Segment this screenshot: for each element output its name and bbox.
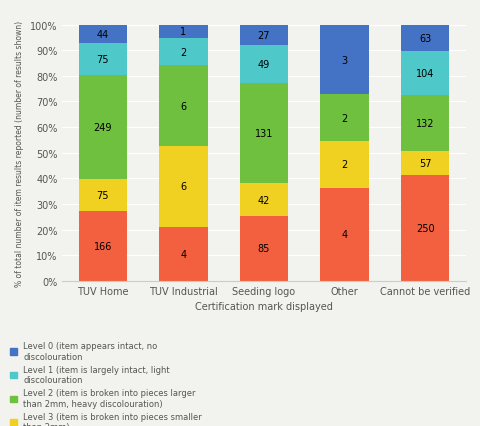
Bar (79, 211, 127, 281)
Text: 42: 42 (258, 195, 270, 205)
Text: 6: 6 (180, 101, 186, 111)
Text: 63: 63 (419, 34, 432, 44)
Text: 49: 49 (258, 60, 270, 70)
Bar (401, 176, 449, 281)
Text: 2: 2 (341, 113, 348, 124)
Legend: Level 0 (item appears intact, no
discolouration, Level 1 (item is largely intact: Level 0 (item appears intact, no discolo… (10, 342, 203, 426)
Bar (159, 227, 207, 281)
Text: 3: 3 (342, 55, 348, 66)
Text: 132: 132 (416, 119, 434, 129)
Text: 44: 44 (96, 30, 109, 40)
Text: 166: 166 (94, 242, 112, 251)
Bar (240, 184, 288, 216)
Text: 85: 85 (258, 244, 270, 253)
Bar (321, 188, 369, 281)
Bar (79, 180, 127, 211)
Text: 4: 4 (180, 249, 186, 259)
Text: 75: 75 (96, 55, 109, 65)
Bar (401, 26, 449, 52)
X-axis label: Certification mark displayed: Certification mark displayed (195, 302, 333, 311)
Text: 2: 2 (180, 47, 187, 58)
Bar (159, 147, 207, 227)
Text: 57: 57 (419, 159, 432, 169)
Text: 250: 250 (416, 224, 434, 233)
Text: 27: 27 (258, 31, 270, 41)
Bar (159, 26, 207, 39)
Bar (159, 39, 207, 66)
Bar (159, 66, 207, 147)
Y-axis label: % of total number of item results reported (number of results shown): % of total number of item results report… (15, 20, 24, 286)
Bar (79, 75, 127, 180)
Bar (401, 96, 449, 152)
Bar (79, 26, 127, 44)
Bar (240, 26, 288, 46)
Text: 6: 6 (180, 182, 186, 192)
Bar (321, 26, 369, 95)
Bar (401, 152, 449, 176)
Text: 249: 249 (94, 123, 112, 133)
Bar (240, 46, 288, 84)
Text: 4: 4 (342, 230, 348, 240)
Bar (321, 95, 369, 142)
Text: 104: 104 (416, 69, 434, 79)
Text: 2: 2 (341, 160, 348, 170)
Bar (240, 216, 288, 281)
Bar (401, 52, 449, 96)
Text: 75: 75 (96, 191, 109, 201)
Bar (321, 142, 369, 188)
Text: 131: 131 (255, 129, 273, 139)
Bar (240, 84, 288, 184)
Bar (79, 44, 127, 75)
Text: 1: 1 (180, 27, 186, 37)
